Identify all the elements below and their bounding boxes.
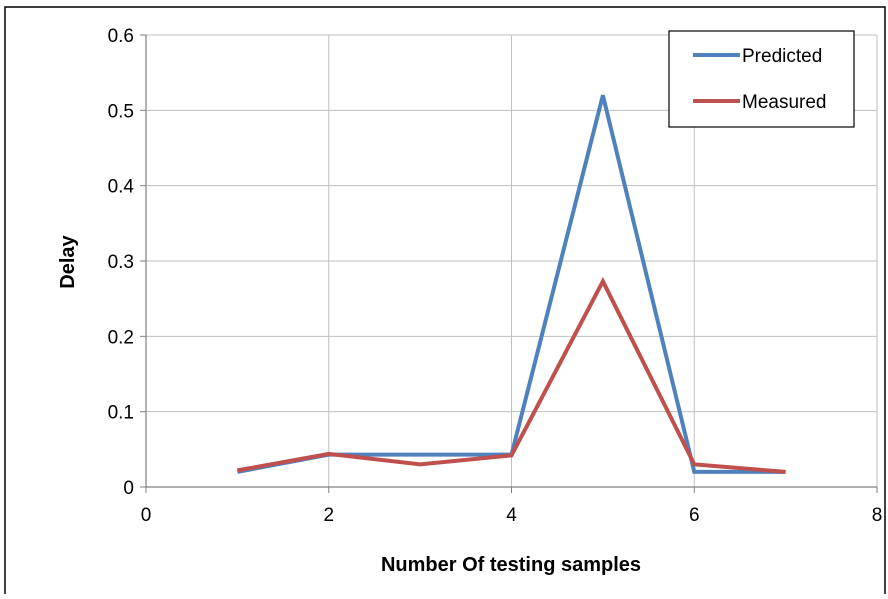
- axes: [140, 34, 878, 493]
- legend-label-measured: Measured: [742, 92, 827, 113]
- x-tick-label: 4: [506, 505, 517, 526]
- legend-box: [668, 30, 855, 128]
- y-axis-title: Delay: [57, 234, 79, 288]
- y-tick-label: 0.4: [108, 177, 135, 198]
- y-tick-label: 0.5: [108, 101, 134, 122]
- x-tick-labels: 0 2 4 6 8: [141, 505, 883, 526]
- gridlines: [146, 34, 878, 487]
- y-tick-label: 0.3: [108, 252, 134, 273]
- series-line-measured: [237, 276, 786, 474]
- x-tick-label: 6: [689, 505, 700, 526]
- series-lines: [237, 94, 786, 474]
- legend-label-predicted: Predicted: [742, 46, 822, 67]
- y-tick-labels: 0 0.1 0.2 0.3 0.4 0.5 0.6: [108, 26, 135, 499]
- x-axis-title: Number Of testing samples: [381, 554, 641, 576]
- y-tick-label: 0.1: [108, 403, 134, 424]
- legend: Predicted Measured: [668, 30, 855, 128]
- chart-border: [4, 6, 886, 599]
- x-tick-label: 8: [872, 505, 883, 526]
- y-tick-label: 0: [123, 478, 134, 499]
- y-tick-label: 0.2: [108, 327, 134, 348]
- y-tick-label: 0.6: [108, 26, 134, 47]
- x-tick-label: 2: [323, 505, 334, 526]
- x-tick-label: 0: [141, 505, 152, 526]
